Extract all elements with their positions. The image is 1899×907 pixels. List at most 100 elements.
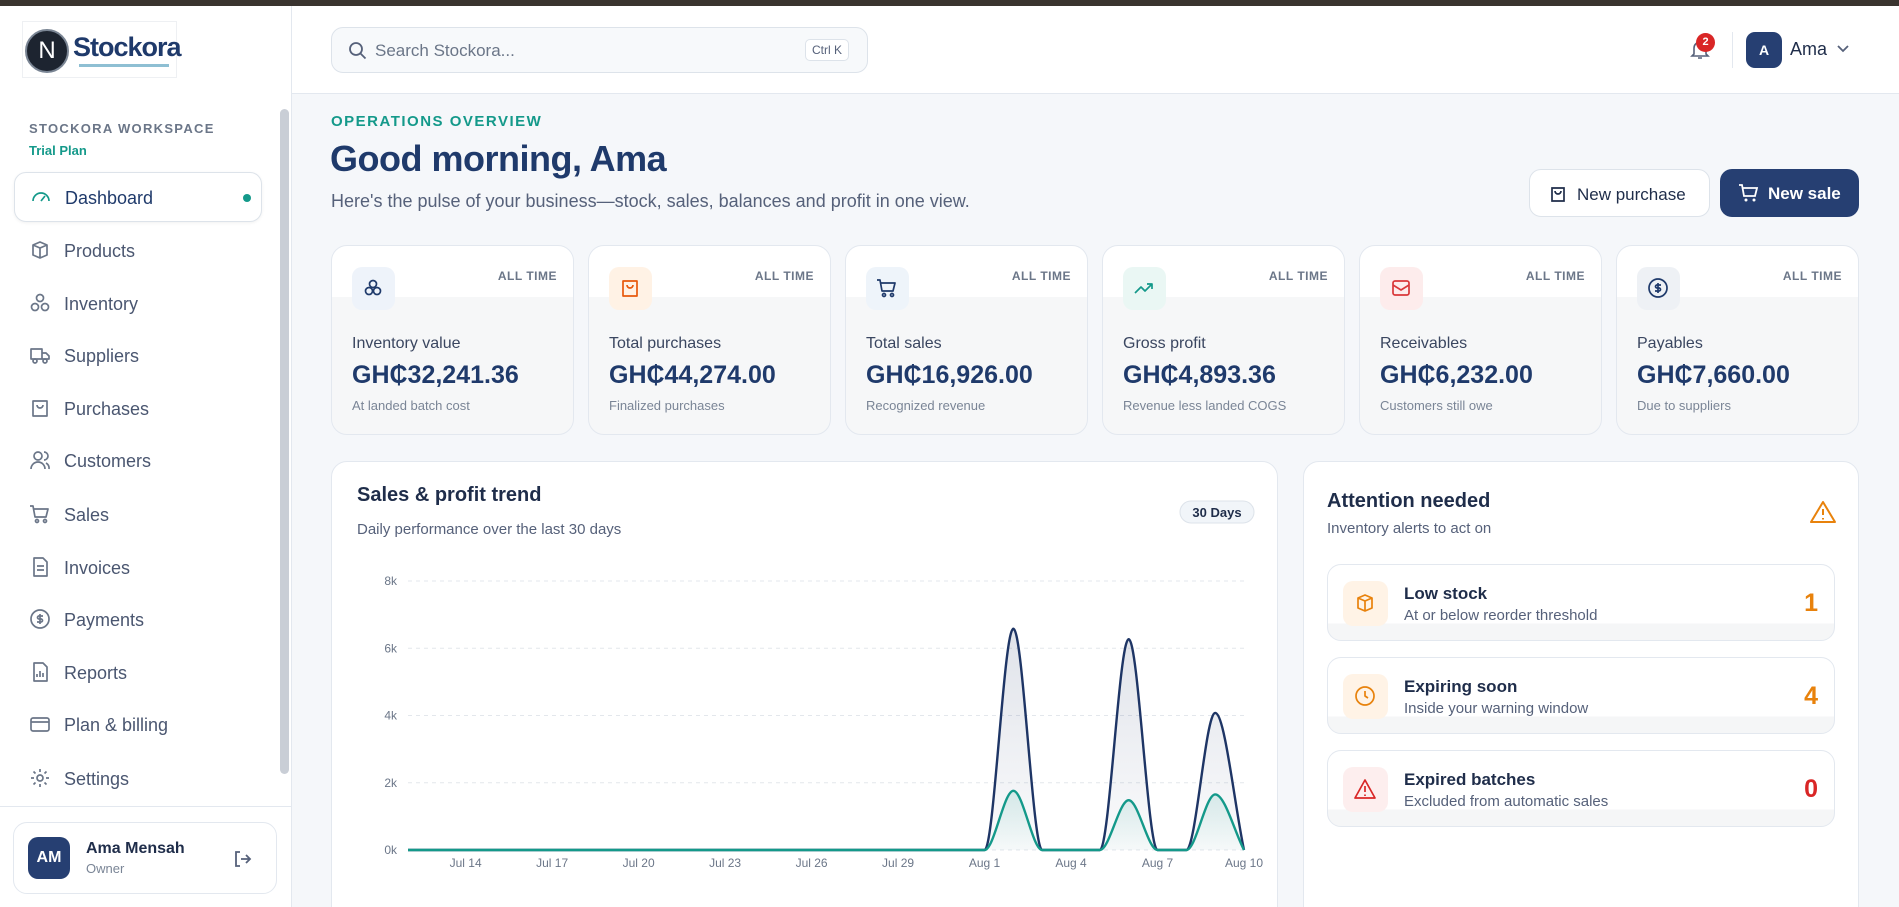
x-tick-label: Jul 14 [450,856,482,870]
nav-icon [29,608,51,635]
alert-item[interactable]: Expired batches Excluded from automatic s… [1327,750,1835,827]
divider [1732,32,1733,68]
x-tick-label: Jul 23 [709,856,741,870]
workspace: STOCKORA WORKSPACE [29,121,215,136]
alert-count: 4 [1804,682,1818,710]
nav-item[interactable]: Reports [14,648,262,698]
period-label: 30 Days [1192,505,1241,520]
avatar[interactable]: A [1746,32,1782,68]
kpi-icon [1637,267,1680,310]
nav-icon [29,767,51,794]
kpi-note: At landed batch cost [352,398,470,413]
series-line [407,789,1246,852]
kpi-period: ALL TIME [1268,269,1328,283]
kpi-note: Customers still owe [1380,398,1493,413]
alert-item[interactable]: Expiring soon Inside your warning window 4 [1327,657,1835,734]
alert-icon [1343,674,1388,719]
chart-subtitle: Daily performance over the last 30 days [357,521,621,538]
chart: Sales & profit trend Daily performance o… [357,484,1263,870]
kpi-card: ALL TIME Total purchases GH₵44,274.00 Final… [588,245,831,435]
kpi-value: GH₵7,660.00 [1637,361,1790,389]
new-purchase-button[interactable]: New purchase [1529,169,1710,217]
user-menu[interactable]: Ama [1790,39,1828,59]
nav-item[interactable]: Inventory [14,279,262,329]
user-name: Ama Mensah [86,840,185,857]
nav-item[interactable]: Products [14,226,262,276]
nav-item[interactable]: Settings [14,754,262,804]
nav-label: Purchases [64,399,150,419]
chevron[interactable] [1836,42,1850,56]
kpi-card: ALL TIME Gross profit GH₵4,893.36 Revenue l… [1102,245,1345,435]
nav-label: Inventory [64,294,139,314]
alert-title: Expiring soon [1404,677,1518,696]
nav-icon [29,239,51,266]
nav-item[interactable]: Invoices [14,543,262,593]
x-tick-label: Jul 26 [796,856,828,870]
kpi-card: ALL TIME Inventory value GH₵32,241.36 At la… [331,245,574,435]
alert-count: 1 [1804,589,1818,617]
notification-badge: 2 [1696,33,1715,52]
kpi-label: Payables [1637,335,1703,352]
search[interactable]: Search Stockora... Ctrl K [331,27,868,73]
logo: N Stockora [22,21,182,78]
search-placeholder: Search Stockora... [375,41,515,60]
kpi-card: ALL TIME Receivables GH₵6,232.00 Customers … [1359,245,1602,435]
kpi-card: ALL TIME Total sales GH₵16,926.00 Recognize… [845,245,1088,435]
alert-item[interactable]: Low stock At or below reorder threshold 1 [1327,564,1835,641]
alert-icon [1343,767,1388,812]
x-tick-label: Aug 4 [1055,856,1087,870]
nav-icon [29,713,51,740]
nav-icon [29,292,51,319]
kpi-note: Finalized purchases [609,398,725,413]
nav-item[interactable]: Plan & billing [14,700,262,750]
logout-icon[interactable] [232,849,252,869]
new-sale-button[interactable]: New sale [1720,169,1859,217]
y-tick-label: 2k [384,776,398,790]
kpi-note: Recognized revenue [866,398,986,413]
warning-icon [1810,501,1836,523]
kpi-icon [866,267,909,310]
logo-name: Stockora [73,32,182,62]
alert-title: Low stock [1404,584,1488,603]
kpi-period: ALL TIME [497,269,557,283]
attention-title: Attention needed [1327,490,1491,512]
kpi-label: Total sales [866,335,942,352]
kpi-icon [1123,267,1166,310]
logo-tagline [79,64,169,67]
alert-count: 0 [1804,775,1818,803]
kpi-label: Inventory value [352,335,461,352]
y-tick-label: 4k [384,709,398,723]
search-icon [349,42,367,60]
nav-item[interactable]: Customers [14,436,262,486]
alert-icon [1343,581,1388,626]
y-tick-label: 6k [384,641,398,655]
kpi-label: Total purchases [609,335,722,352]
top-bar [0,0,1899,6]
nav-icon [29,449,51,476]
scrollbar [280,109,289,774]
kpi-card: ALL TIME Payables GH₵7,660.00 Due to suppli… [1616,245,1859,435]
shortcut: Ctrl K [805,39,849,61]
y-tick-label: 0k [384,843,398,857]
nav-label: Dashboard [65,188,154,208]
period-badge[interactable] [1179,500,1255,524]
nav-label: Plan & billing [64,715,169,735]
x-tick-label: Aug 1 [969,856,1001,870]
kpi-icon [1380,267,1423,310]
nav-item[interactable]: Sales [14,490,262,540]
x-tick-label: Aug 7 [1142,856,1174,870]
nav-label: Settings [64,769,130,789]
alert-note: At or below reorder threshold [1404,607,1598,624]
logo-mark: N [25,29,69,73]
nav-icon [29,344,51,371]
nav-item[interactable]: Payments [14,595,262,645]
cart-icon [1739,184,1759,202]
user-card[interactable]: AM Ama Mensah Owner [13,822,277,894]
kpi-value: GH₵4,893.36 [1123,361,1276,389]
nav-item[interactable]: Dashboard [14,172,262,222]
nav-item[interactable]: Suppliers [14,331,262,381]
kpi-icon [609,267,652,310]
nav-item[interactable]: Purchases [14,384,262,434]
kpi-period: ALL TIME [754,269,814,283]
